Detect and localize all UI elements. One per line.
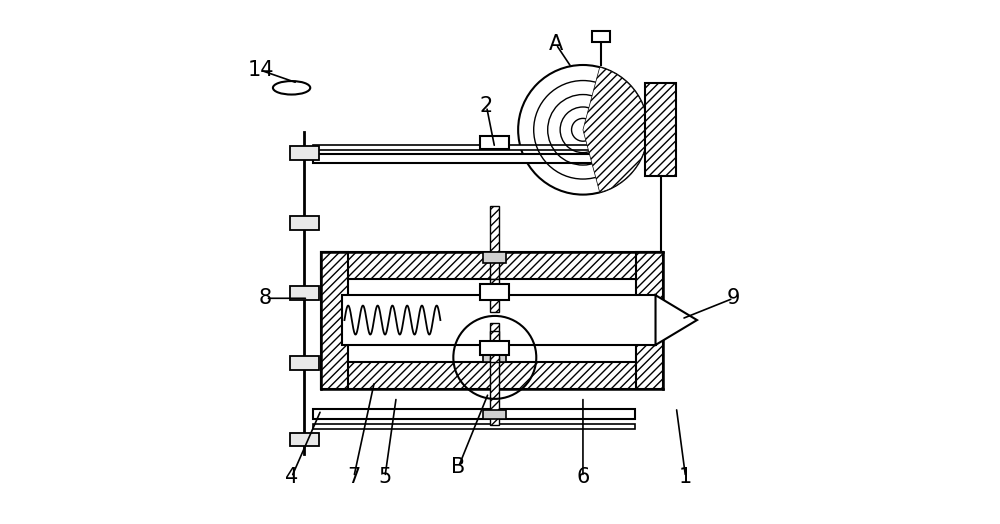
Bar [592,31,610,42]
Bar [290,146,319,160]
Bar [290,216,319,230]
Bar [321,362,663,389]
Bar [490,279,499,312]
Bar [483,410,506,419]
Polygon shape [656,295,697,345]
Bar [490,357,499,425]
Wedge shape [583,67,648,192]
Bar [313,409,635,419]
Bar [290,287,319,300]
Text: 14: 14 [247,60,274,80]
Bar [342,295,656,345]
Text: 2: 2 [480,96,493,116]
Text: 1: 1 [679,467,692,487]
Bar [483,352,506,362]
Bar [480,284,509,300]
Ellipse shape [273,81,310,94]
Text: 6: 6 [576,467,590,487]
Bar [480,136,509,149]
Bar [348,279,636,362]
Bar [290,356,319,370]
Bar [321,252,348,389]
Bar [636,252,663,389]
Bar [490,206,499,279]
Bar [290,433,319,446]
Bar [490,331,499,362]
Text: B: B [451,457,466,477]
Text: 8: 8 [259,288,272,308]
Text: A: A [549,34,563,54]
Circle shape [518,65,648,194]
Bar [645,83,676,177]
Bar [313,424,635,429]
Bar [321,252,663,279]
Bar [483,252,506,263]
Text: 4: 4 [285,467,298,487]
Bar [490,323,499,362]
Bar [313,145,635,150]
Text: 5: 5 [378,467,392,487]
Bar [313,154,635,163]
Bar [480,341,509,355]
Text: 9: 9 [727,288,740,308]
Text: 7: 7 [347,467,360,487]
